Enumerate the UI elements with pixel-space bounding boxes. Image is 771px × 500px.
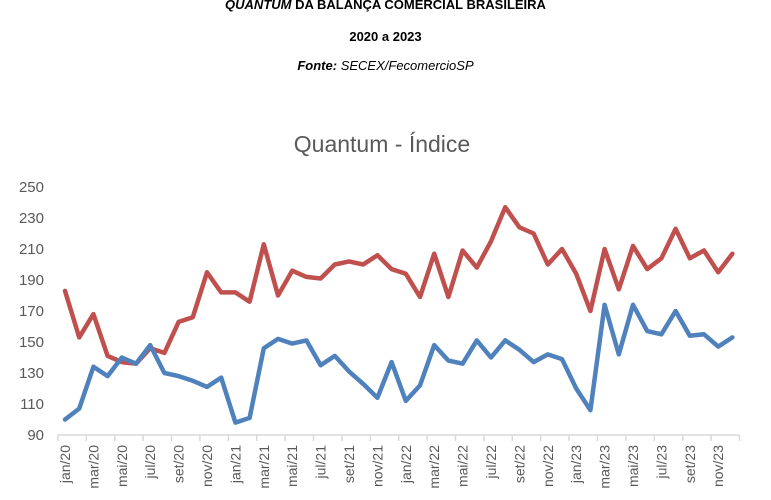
title-italic: QUANTUM	[225, 0, 292, 12]
x-tick-label: set/20	[171, 445, 187, 483]
x-tick-label: mai/22	[455, 445, 471, 487]
report-period: 2020 a 2023	[349, 29, 422, 44]
x-tick-label: nov/20	[199, 445, 215, 487]
chart-title: Quantum - Índice	[294, 131, 470, 157]
x-tick-label: mai/20	[114, 445, 130, 487]
y-tick-label: 130	[19, 365, 44, 382]
source-value: SECEX/FecomercioSP	[337, 58, 474, 73]
x-tick-label: jan/22	[398, 445, 414, 484]
x-tick-label: jan/21	[227, 445, 243, 484]
report-title: QUANTUM DA BALANÇA COMERCIAL BRASILEIRA	[0, 0, 771, 12]
x-tick-label: mar/21	[256, 445, 272, 489]
x-tick-label: nov/23	[710, 445, 726, 487]
series-line-1	[62, 302, 735, 425]
y-tick-label: 170	[19, 303, 44, 320]
y-tick-label: 90	[27, 427, 44, 444]
x-tick-label: jul/21	[313, 445, 329, 480]
y-tick-label: 210	[19, 241, 44, 258]
x-tick-label: jul/20	[142, 445, 158, 480]
title-rest: DA BALANÇA COMERCIAL BRASILEIRA	[291, 0, 546, 12]
x-tick-label: jan/20	[57, 445, 73, 484]
x-tick-label: jul/23	[653, 445, 669, 480]
y-tick-label: 230	[19, 210, 44, 227]
series-lines	[62, 204, 735, 425]
series-line-0	[62, 204, 735, 366]
x-axis: jan/20 mar/20 mai/20 jul/20 set/20 nov/20 jan/…	[57, 434, 741, 489]
y-tick-label: 190	[19, 272, 44, 289]
x-tick-label: set/21	[341, 445, 357, 483]
report-source: Fonte: SECEX/FecomercioSP	[0, 58, 771, 73]
y-axis: 90 110 130 150 170 190 210 230 250	[19, 179, 44, 444]
x-tick-label: jan/23	[568, 445, 584, 484]
y-tick-label: 110	[20, 396, 44, 413]
x-tick-label: mai/21	[284, 445, 300, 487]
x-tick-label: mar/20	[85, 445, 101, 489]
x-tick-label: nov/22	[540, 445, 556, 487]
source-label: Fonte:	[297, 58, 338, 73]
x-tick-label: set/22	[511, 445, 527, 483]
x-tick-label: mar/23	[597, 445, 613, 489]
x-tick-label: nov/21	[369, 445, 385, 487]
x-tick-label: set/23	[682, 445, 698, 483]
x-tick-label: mar/22	[426, 445, 442, 489]
x-tick-label: mai/23	[625, 445, 641, 487]
y-tick-label: 250	[19, 179, 44, 196]
x-tick-label: jul/22	[483, 445, 499, 480]
y-tick-label: 150	[19, 334, 44, 351]
